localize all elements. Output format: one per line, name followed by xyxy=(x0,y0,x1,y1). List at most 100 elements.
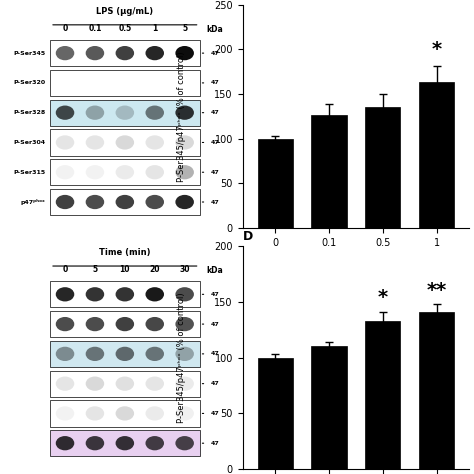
Ellipse shape xyxy=(86,287,104,301)
Text: 47: 47 xyxy=(211,200,219,204)
Ellipse shape xyxy=(86,195,104,209)
Ellipse shape xyxy=(86,406,104,420)
Ellipse shape xyxy=(86,317,104,331)
Text: 47: 47 xyxy=(211,441,219,446)
Bar xyxy=(419,312,455,469)
Text: Time (min): Time (min) xyxy=(99,248,151,257)
Ellipse shape xyxy=(56,346,74,361)
Ellipse shape xyxy=(56,376,74,391)
Bar xyxy=(50,341,200,367)
Text: 1: 1 xyxy=(152,24,157,33)
Ellipse shape xyxy=(56,106,74,120)
Text: 5: 5 xyxy=(92,265,98,274)
Text: 47: 47 xyxy=(211,170,219,175)
Ellipse shape xyxy=(116,165,134,179)
Ellipse shape xyxy=(175,406,194,420)
Bar xyxy=(50,40,200,66)
Text: LPS (μg/mL): LPS (μg/mL) xyxy=(96,7,154,16)
Text: 47: 47 xyxy=(211,411,219,416)
Y-axis label: P-Ser345/p47ᵖʰᵒˣ (% of control): P-Ser345/p47ᵖʰᵒˣ (% of control) xyxy=(177,51,186,182)
Bar xyxy=(50,311,200,337)
Ellipse shape xyxy=(116,346,134,361)
Ellipse shape xyxy=(146,376,164,391)
Ellipse shape xyxy=(116,406,134,420)
Text: 0.1: 0.1 xyxy=(88,24,101,33)
Text: 30: 30 xyxy=(179,265,190,274)
Ellipse shape xyxy=(86,106,104,120)
Ellipse shape xyxy=(146,287,164,301)
Bar xyxy=(50,129,200,155)
Text: p47ᵖʰᵒˣ: p47ᵖʰᵒˣ xyxy=(21,199,46,205)
Bar xyxy=(50,159,200,185)
Bar xyxy=(419,82,455,228)
Text: B: B xyxy=(243,0,252,2)
Text: 47: 47 xyxy=(211,51,219,55)
Text: 47: 47 xyxy=(211,381,219,386)
Bar xyxy=(50,100,200,126)
Text: 47: 47 xyxy=(211,351,219,356)
Ellipse shape xyxy=(56,195,74,209)
Ellipse shape xyxy=(175,287,194,301)
Ellipse shape xyxy=(86,436,104,450)
Ellipse shape xyxy=(146,346,164,361)
Ellipse shape xyxy=(56,287,74,301)
Bar xyxy=(311,346,346,469)
Text: D: D xyxy=(243,230,253,243)
Ellipse shape xyxy=(175,346,194,361)
Ellipse shape xyxy=(146,195,164,209)
Text: 0: 0 xyxy=(63,265,68,274)
Ellipse shape xyxy=(175,46,194,60)
Text: P-Ser304: P-Ser304 xyxy=(13,140,46,145)
Text: *: * xyxy=(432,40,442,59)
Ellipse shape xyxy=(86,376,104,391)
Ellipse shape xyxy=(116,287,134,301)
Ellipse shape xyxy=(116,317,134,331)
Ellipse shape xyxy=(56,135,74,150)
Bar xyxy=(257,357,292,469)
Text: kDa: kDa xyxy=(206,25,223,34)
Ellipse shape xyxy=(116,46,134,60)
Ellipse shape xyxy=(175,195,194,209)
Ellipse shape xyxy=(56,436,74,450)
Text: 20: 20 xyxy=(149,265,160,274)
Text: 5: 5 xyxy=(182,24,187,33)
Ellipse shape xyxy=(56,46,74,60)
Text: 0.5: 0.5 xyxy=(118,24,131,33)
Text: *: * xyxy=(378,288,388,307)
Bar xyxy=(50,371,200,397)
Ellipse shape xyxy=(116,436,134,450)
Text: kDa: kDa xyxy=(206,266,223,275)
Bar xyxy=(257,139,292,228)
Ellipse shape xyxy=(175,165,194,179)
Text: 47: 47 xyxy=(211,110,219,115)
Ellipse shape xyxy=(146,106,164,120)
Text: P-Ser328: P-Ser328 xyxy=(13,110,46,115)
Bar xyxy=(50,401,200,427)
Ellipse shape xyxy=(146,135,164,150)
Ellipse shape xyxy=(56,165,74,179)
Bar xyxy=(311,115,346,228)
Y-axis label: P-Ser345/p47ᵖʰᵒˣ (% of control): P-Ser345/p47ᵖʰᵒˣ (% of control) xyxy=(177,292,186,423)
Bar xyxy=(50,281,200,308)
Ellipse shape xyxy=(86,135,104,150)
Text: 47: 47 xyxy=(211,81,219,85)
Ellipse shape xyxy=(175,317,194,331)
Ellipse shape xyxy=(175,436,194,450)
Text: P-Ser345: P-Ser345 xyxy=(13,51,46,55)
Ellipse shape xyxy=(116,135,134,150)
Ellipse shape xyxy=(175,376,194,391)
Text: 0: 0 xyxy=(63,24,68,33)
Text: P-Ser315: P-Ser315 xyxy=(13,170,46,175)
Text: 47: 47 xyxy=(211,140,219,145)
Ellipse shape xyxy=(56,317,74,331)
Ellipse shape xyxy=(56,406,74,420)
Text: 47: 47 xyxy=(211,292,219,297)
Bar xyxy=(50,70,200,96)
Bar xyxy=(50,430,200,456)
Ellipse shape xyxy=(146,46,164,60)
Ellipse shape xyxy=(86,46,104,60)
X-axis label: LPS (μg/mL): LPS (μg/mL) xyxy=(327,253,385,264)
Ellipse shape xyxy=(146,436,164,450)
Ellipse shape xyxy=(116,106,134,120)
Text: 10: 10 xyxy=(119,265,130,274)
